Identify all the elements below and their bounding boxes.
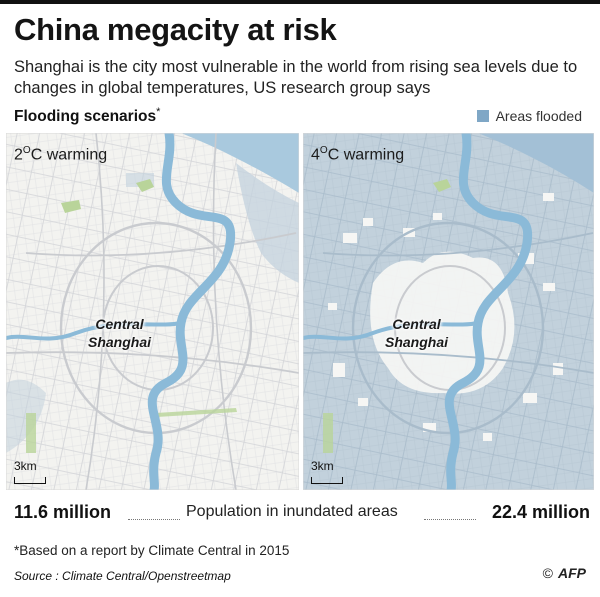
- map-2c: 2OC warming Central Shanghai 3km: [6, 133, 299, 490]
- map-4c-place-line1: Central: [392, 316, 441, 332]
- copyright-symbol: ©: [542, 565, 553, 581]
- population-2c-value: 11.6 million: [14, 502, 112, 522]
- source-credit: Source : Climate Central/Openstreetmap: [14, 569, 231, 583]
- map-2c-label: 2OC warming: [14, 145, 107, 164]
- map-4c-place-label: Central Shanghai: [385, 315, 448, 351]
- map-2c-scale-label: 3km: [14, 459, 37, 473]
- map-4c-scale-label: 3km: [311, 459, 334, 473]
- map-2c-rest: C warming: [30, 146, 108, 164]
- map-4c: 4OC warming Central Shanghai 3km: [303, 133, 594, 490]
- map-2c-place-line1: Central: [95, 316, 144, 332]
- map-2c-degree: O: [22, 145, 31, 156]
- map-2c-place-line2: Shanghai: [88, 334, 152, 350]
- top-rule: [0, 0, 600, 4]
- page-subtitle: Shanghai is the city most vulnerable in …: [14, 58, 578, 97]
- map-2c-graphic: [6, 133, 299, 490]
- dotted-leader-right: [424, 519, 476, 520]
- population-row: 11.6 million Population in inundated are…: [0, 500, 600, 528]
- legend: Areas flooded: [476, 108, 582, 124]
- population-label: Population in inundated areas: [186, 503, 398, 520]
- map-4c-place-line2: Shanghai: [385, 334, 449, 350]
- scenarios-mark: *: [156, 106, 161, 118]
- legend-label: Areas flooded: [495, 108, 582, 124]
- page-title: China megacity at risk: [14, 12, 337, 47]
- agency-credit: © AFP: [543, 565, 586, 581]
- map-4c-scalebar: [311, 477, 343, 484]
- afp-logo: AFP: [558, 565, 586, 581]
- map-2c-scalebar: [14, 477, 46, 484]
- map-4c-rest: C warming: [327, 146, 405, 164]
- map-4c-label: 4OC warming: [311, 145, 404, 164]
- map-4c-graphic: [303, 133, 594, 490]
- scenarios-label: Flooding scenarios: [14, 108, 157, 126]
- scenarios-heading: Flooding scenarios*: [14, 106, 160, 126]
- map-2c-temp: 2: [14, 146, 23, 164]
- footnote: *Based on a report by Climate Central in…: [14, 543, 290, 558]
- population-4c-value: 22.4 million: [491, 502, 590, 522]
- map-2c-place-label: Central Shanghai: [88, 315, 151, 351]
- map-4c-degree: O: [319, 145, 328, 156]
- dotted-leader-left: [128, 519, 180, 520]
- map-4c-temp: 4: [311, 146, 320, 164]
- legend-swatch: [476, 110, 489, 122]
